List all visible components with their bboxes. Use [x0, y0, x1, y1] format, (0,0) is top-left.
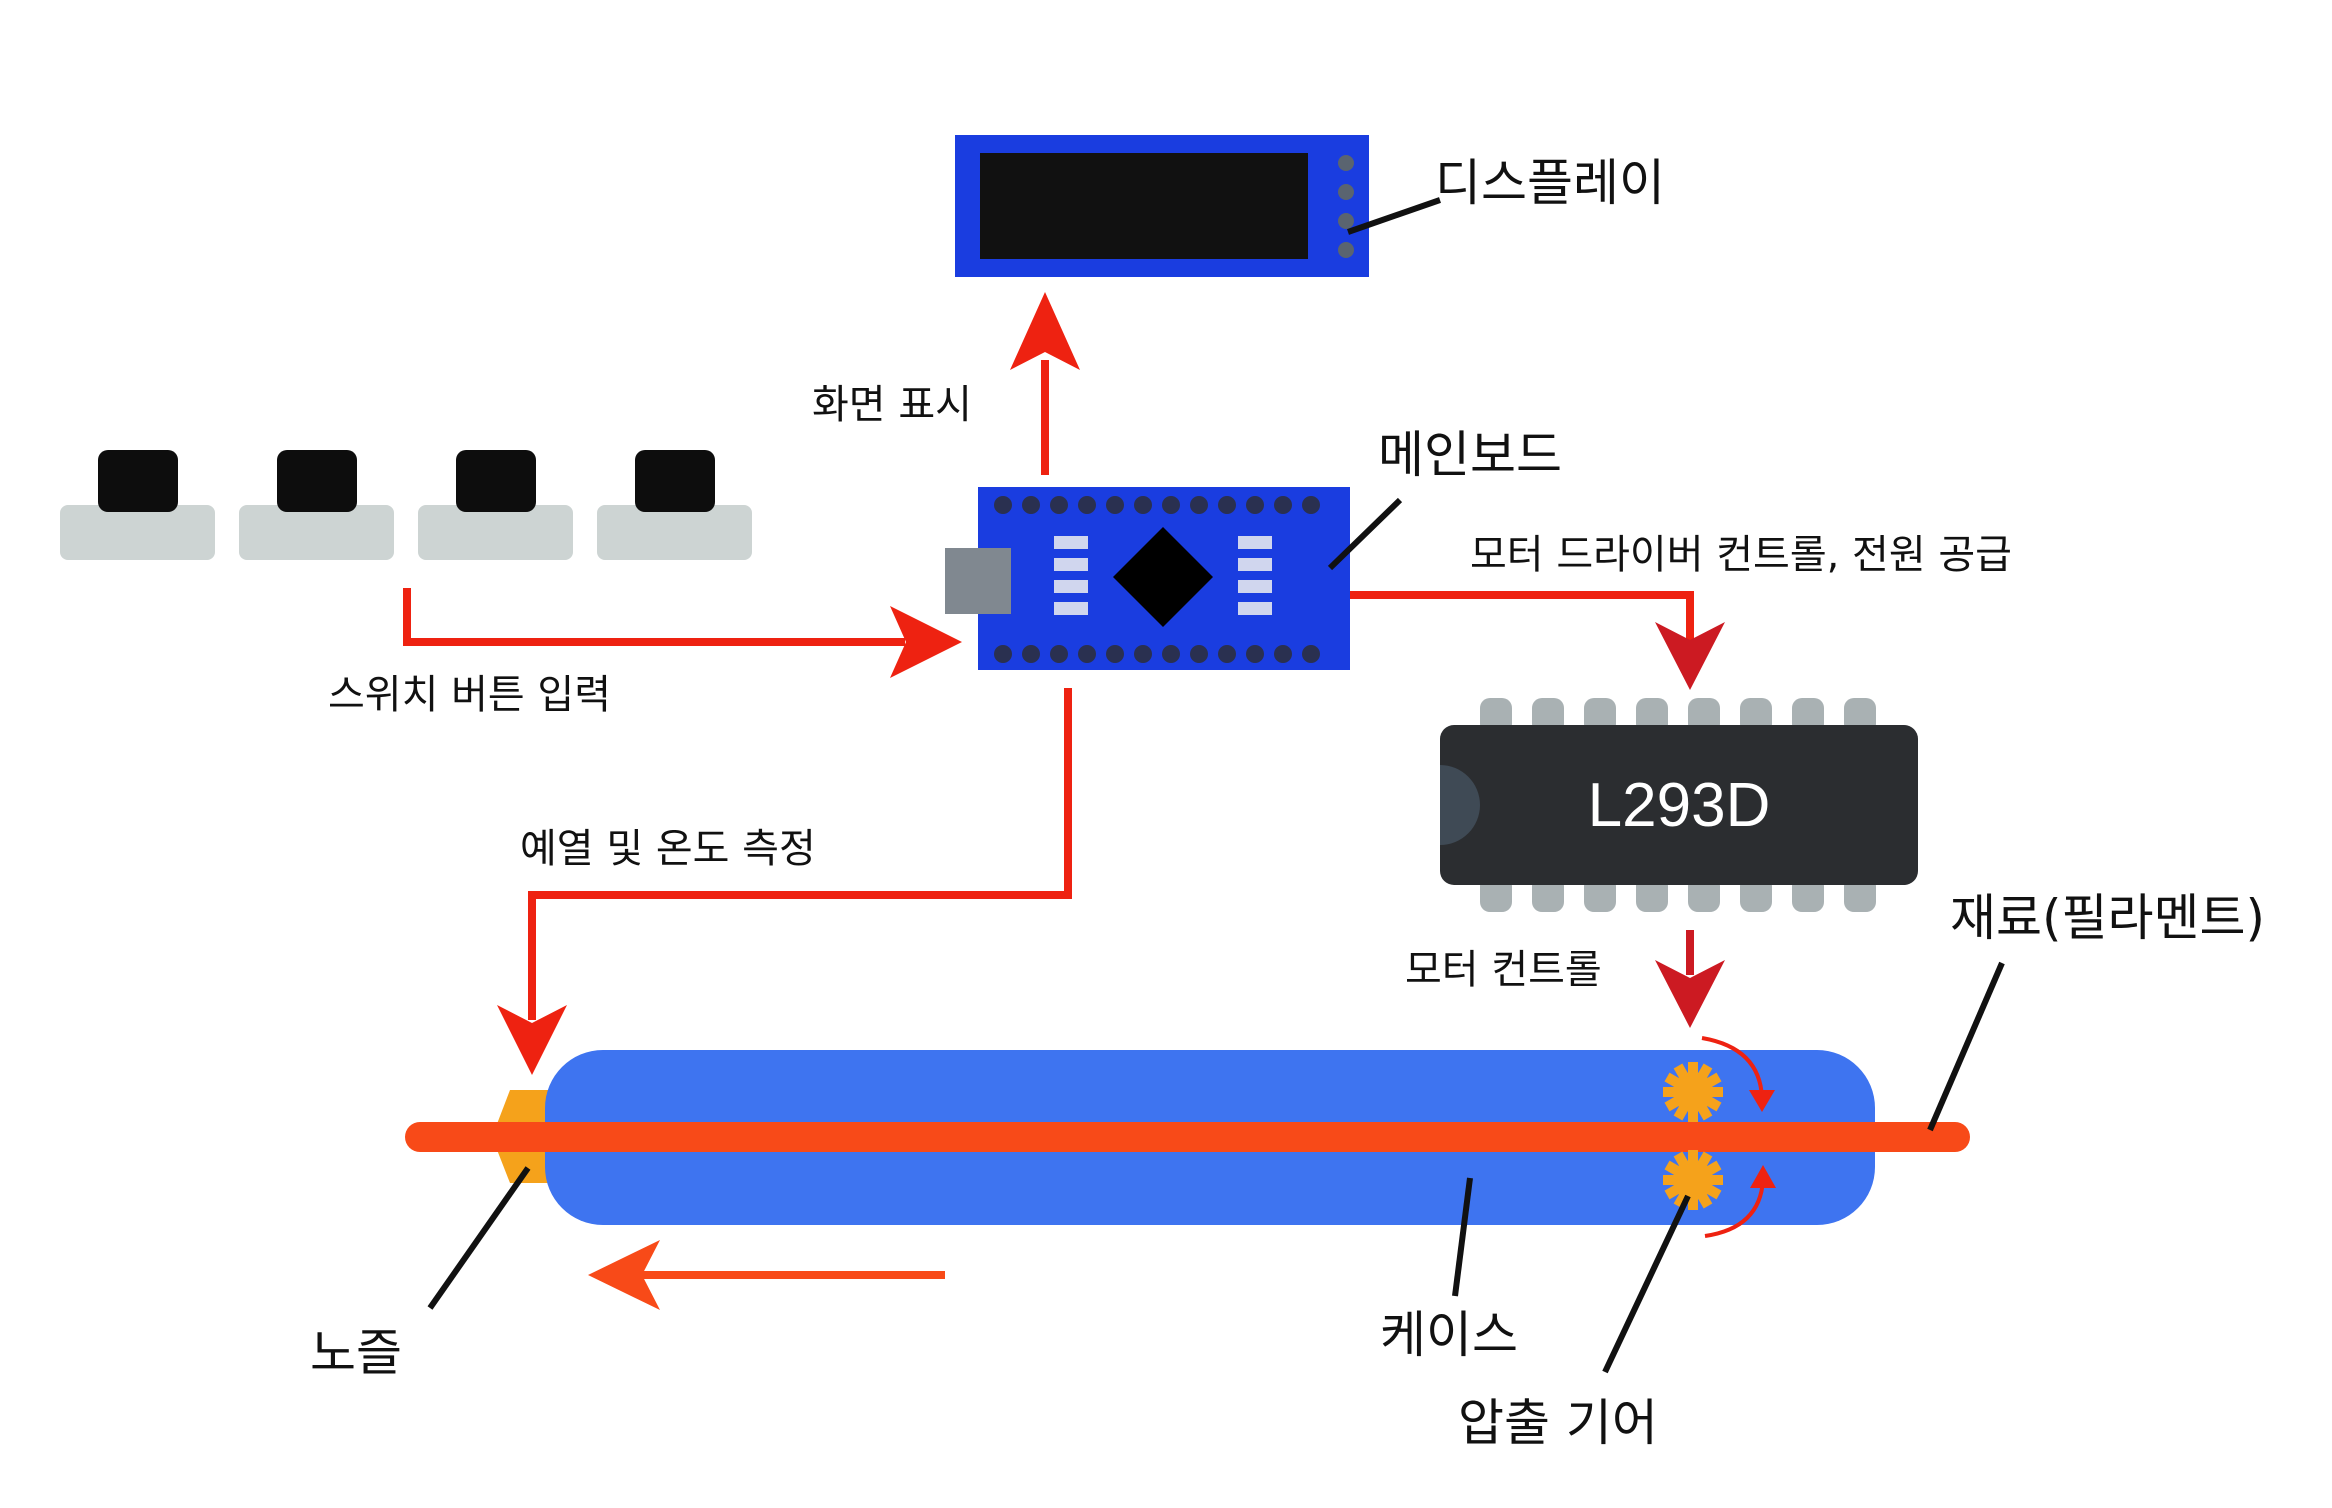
screen-output-label: 화면 표시 [812, 382, 972, 428]
arrow-to-display [1010, 292, 1080, 475]
extrusion-gear-label: 압출 기어 [1458, 1394, 1658, 1452]
mcu-chip [1113, 527, 1213, 627]
arrow-motor-driver [1350, 591, 1725, 690]
switch-button [239, 450, 394, 560]
nozzle-label: 노즐 [310, 1324, 402, 1382]
display-pin [1338, 155, 1354, 171]
switch-button [60, 450, 215, 560]
motor-driver-power-label: 모터 드라이버 컨트롤, 전원 공급 [1470, 532, 2012, 578]
case-leader-line [1452, 1177, 1473, 1297]
display-pin [1338, 213, 1354, 229]
arrow-preheat [497, 688, 1072, 1075]
switch-buttons [60, 450, 752, 560]
display-pin [1338, 242, 1354, 258]
rotation-arrow-top [1701, 1036, 1775, 1112]
usb-connector [945, 548, 1011, 614]
display-pin [1338, 184, 1354, 200]
switch-input-label: 스위치 버튼 입력 [328, 672, 611, 718]
glue-pen [405, 1036, 1970, 1238]
display-leader-line [1347, 197, 1441, 235]
mainboard-leader-line [1327, 497, 1403, 571]
mainboard-module [945, 487, 1350, 670]
display-label: 디스플레이 [1435, 154, 1665, 212]
arrow-motor-control [1655, 930, 1725, 1028]
extrusion-gear-bottom [1663, 1150, 1723, 1210]
extrusion-direction-arrow [588, 1240, 945, 1310]
mainboard-left-pads [1054, 536, 1088, 615]
motor-control-label: 모터 컨트롤 [1405, 947, 1602, 993]
chip-name: L293D [1588, 771, 1771, 840]
switch-button [418, 450, 573, 560]
filament-leader-line [1927, 961, 2005, 1132]
mainboard-label: 메인보드 [1378, 426, 1562, 484]
mainboard-right-pads [1238, 536, 1272, 615]
preheat-temp-label: 예열 및 온도 측정 [520, 826, 816, 872]
nozzle-leader-line [427, 1166, 531, 1310]
extrusion-gear-top [1663, 1062, 1723, 1122]
arrow-switch-input [403, 588, 962, 678]
rotation-arrow-bottom [1704, 1165, 1776, 1238]
case-label: 케이스 [1380, 1306, 1518, 1364]
chip-notch [1440, 765, 1480, 845]
mainboard-bottom-pins [994, 645, 1320, 663]
filament-label: 재료(필라멘트) [1950, 889, 2265, 947]
switch-button [597, 450, 752, 560]
display-module [955, 135, 1369, 277]
display-screen [980, 153, 1308, 259]
mainboard-top-pins [994, 496, 1320, 514]
l293d-chip: L293D [1440, 698, 1918, 912]
chip-body [1440, 725, 1918, 885]
gear-leader-line [1602, 1194, 1691, 1374]
